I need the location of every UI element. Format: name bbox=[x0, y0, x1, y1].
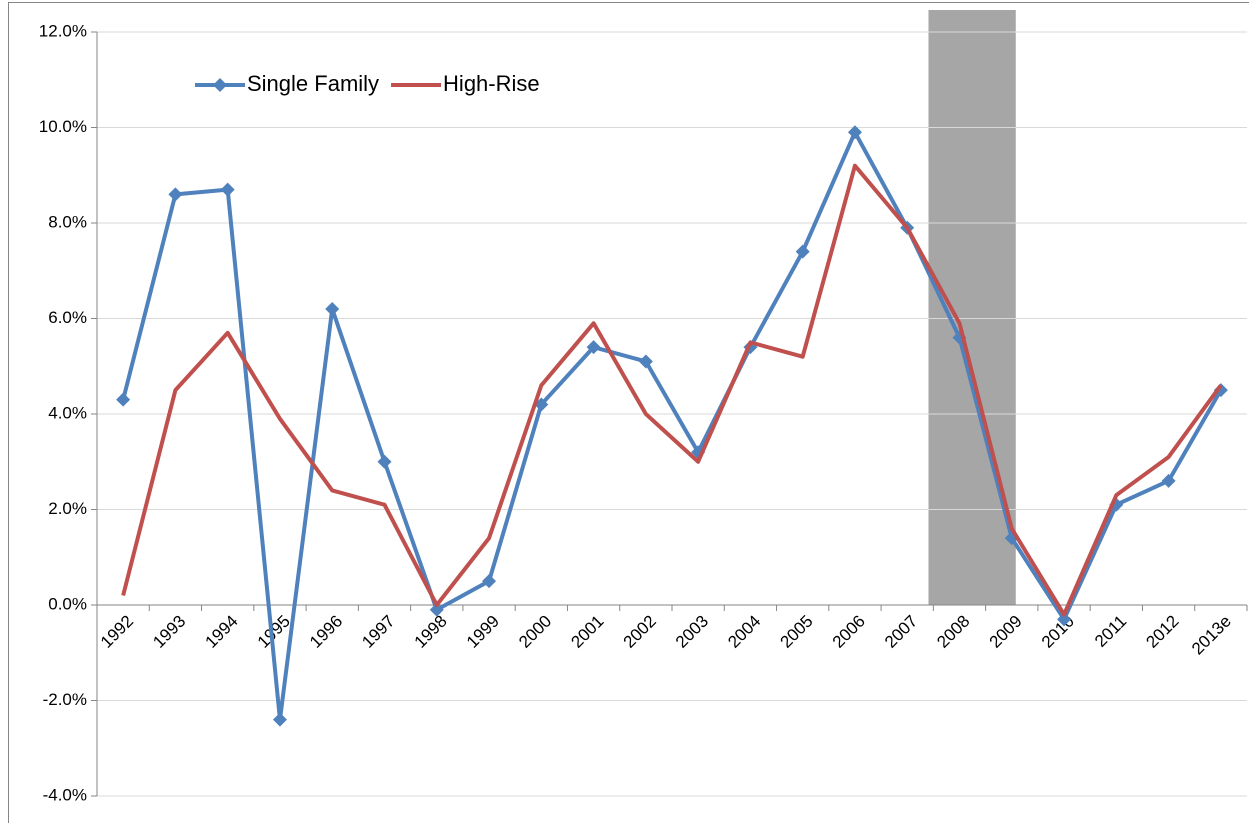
data-point bbox=[377, 454, 392, 469]
x-tick-label: 1992 bbox=[97, 612, 137, 652]
x-tick-label: 2007 bbox=[881, 612, 921, 652]
x-tick-label: 2010 bbox=[1038, 612, 1078, 652]
recession-shade bbox=[928, 10, 1016, 605]
x-tick-label: 2012 bbox=[1142, 612, 1182, 652]
data-point bbox=[220, 182, 235, 197]
data-point bbox=[1057, 612, 1072, 627]
y-tick-label: 12.0% bbox=[39, 21, 87, 40]
data-point bbox=[1161, 473, 1176, 488]
x-tick-label: 2009 bbox=[986, 612, 1026, 652]
x-tick-label: 2003 bbox=[672, 612, 712, 652]
x-tick-label: 2008 bbox=[933, 612, 973, 652]
data-point bbox=[638, 354, 653, 369]
y-tick-label: -4.0% bbox=[43, 785, 87, 804]
x-tick-label: 1998 bbox=[411, 612, 451, 652]
data-point bbox=[847, 125, 862, 140]
series-line bbox=[121, 163, 1223, 617]
x-tick-label: 2006 bbox=[829, 612, 869, 652]
x-tick-label: 2001 bbox=[567, 612, 607, 652]
data-point bbox=[116, 392, 131, 407]
x-tick-label: 2011 bbox=[1091, 612, 1130, 651]
data-point bbox=[1213, 383, 1228, 398]
y-tick-label: 6.0% bbox=[48, 308, 87, 327]
data-point bbox=[795, 244, 810, 259]
y-tick-label: -2.0% bbox=[43, 690, 87, 709]
y-tick-label: 8.0% bbox=[48, 212, 87, 231]
legend-label: Single Family bbox=[247, 71, 379, 96]
legend-label: High-Rise bbox=[443, 71, 540, 96]
chart-frame bbox=[8, 2, 1249, 823]
y-tick-label: 2.0% bbox=[48, 499, 87, 518]
x-tick-label: 1994 bbox=[201, 612, 241, 652]
x-tick-label: 1993 bbox=[149, 612, 189, 652]
y-tick-label: 10.0% bbox=[39, 117, 87, 136]
x-tick-label: 1999 bbox=[463, 612, 503, 652]
x-tick-label: 2000 bbox=[515, 612, 555, 652]
y-tick-label: 0.0% bbox=[48, 594, 87, 613]
data-point bbox=[586, 340, 601, 355]
x-tick-label: 2013e bbox=[1188, 612, 1235, 659]
x-tick-label: 2005 bbox=[776, 612, 816, 652]
y-tick-label: 4.0% bbox=[48, 403, 87, 422]
x-tick-label: 2002 bbox=[620, 612, 660, 652]
data-point bbox=[272, 712, 287, 727]
data-point bbox=[168, 187, 183, 202]
legend-marker bbox=[213, 78, 227, 92]
x-tick-label: 1997 bbox=[358, 612, 398, 652]
data-point bbox=[325, 301, 340, 316]
series-line bbox=[121, 130, 1223, 722]
x-tick-label: 2004 bbox=[724, 612, 764, 652]
data-point bbox=[482, 574, 497, 589]
data-point bbox=[429, 602, 444, 617]
x-tick-label: 1996 bbox=[306, 612, 346, 652]
